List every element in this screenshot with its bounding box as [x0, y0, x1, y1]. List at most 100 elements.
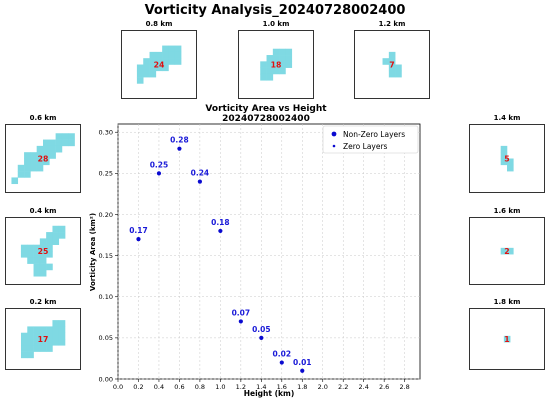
data-point: [218, 228, 223, 234]
data-label: 0.01: [293, 358, 312, 367]
vorticity-cell: [507, 247, 514, 255]
x-tick-label: 2.0: [318, 383, 328, 391]
vorticity-cell: [143, 70, 150, 78]
vorticity-cell: [46, 244, 53, 252]
vorticity-cell: [52, 232, 60, 239]
vorticity-cell: [43, 145, 50, 153]
legend: Non-Zero Layers Zero Layers: [322, 125, 419, 154]
vorticity-cell: [155, 58, 163, 65]
vorticity-cell: [27, 332, 34, 340]
layer-height-label: 1.4 km: [493, 114, 521, 122]
y-tick-label: 0.15: [99, 252, 113, 260]
vorticity-cell: [46, 263, 53, 271]
y-tick-label: 0.00: [99, 375, 113, 383]
cell-count-label: 1: [504, 335, 509, 344]
layer-panel-1.0km: 1.0 km 18: [238, 20, 314, 99]
layer-panel-0.8km: 0.8 km 24: [121, 20, 197, 99]
vorticity-cell: [143, 58, 150, 65]
data-point: [259, 335, 264, 340]
vorticity-cell: [507, 158, 514, 166]
vorticity-cell: [46, 232, 53, 239]
data-point: [156, 171, 162, 176]
vorticity-cell: [260, 73, 267, 81]
vorticity-cell: [388, 58, 396, 65]
vorticity-cell: [168, 45, 176, 53]
vorticity-cell: [174, 45, 182, 53]
vorticity-cell: [285, 48, 293, 56]
vorticity-cell: [27, 251, 34, 258]
layer-map: 2: [469, 217, 545, 285]
vorticity-cell: [36, 145, 44, 153]
layer-map: 7: [354, 30, 430, 99]
layer-height-label: 0.4 km: [29, 207, 57, 215]
vorticity-cell: [33, 345, 41, 352]
vorticity-cell: [39, 257, 47, 264]
vorticity-cell: [33, 263, 41, 271]
vorticity-cell: [155, 51, 163, 59]
vorticity-cell: [49, 152, 56, 159]
x-tick-label: 0.6: [174, 383, 184, 391]
page-title: Vorticity Analysis_20240728002400: [144, 3, 406, 18]
cell-count-label: 25: [38, 247, 49, 256]
vorticity-cell: [285, 55, 293, 62]
vorticity-cell: [39, 251, 47, 258]
x-tick-label: 2.2: [338, 383, 348, 391]
vorticity-cell: [36, 158, 44, 166]
vorticity-cell: [36, 152, 44, 159]
vorticity-cell: [33, 244, 41, 252]
vorticity-cell: [58, 225, 66, 233]
vorticity-cell: [39, 332, 47, 340]
cell-count-label: 7: [389, 60, 394, 69]
vorticity-cell: [279, 67, 286, 75]
vorticity-cell: [149, 70, 157, 78]
vorticity-cell: [162, 58, 169, 65]
vorticity-cell: [382, 58, 390, 65]
cell-count-label: 17: [38, 335, 49, 344]
vorticity-cell: [46, 238, 53, 245]
vorticity-cell: [149, 51, 157, 59]
layer-panel-1.2km: 1.2 km 7: [354, 20, 430, 99]
data-point: [197, 179, 202, 184]
vorticity-cell: [500, 152, 508, 159]
vorticity-cell: [39, 326, 47, 333]
vorticity-cell: [168, 51, 176, 59]
vorticity-cell: [20, 339, 28, 346]
vorticity-cell: [162, 45, 169, 53]
vorticity-cell: [272, 48, 280, 56]
layer-map: 1: [469, 308, 545, 370]
vorticity-cell: [24, 152, 31, 159]
data-label: 0.28: [170, 136, 189, 145]
data-label: 0.02: [273, 350, 292, 359]
x-tick-label: 1.2: [236, 383, 246, 391]
vorticity-cell: [174, 58, 182, 65]
vorticity-cell: [55, 133, 63, 140]
vorticity-cell: [136, 64, 144, 72]
vorticity-cell: [43, 158, 50, 166]
vorticity-cell: [162, 51, 169, 59]
vorticity-cell: [279, 48, 286, 56]
vorticity-cell: [39, 339, 47, 346]
vorticity-cell: [136, 70, 144, 78]
vorticity-cell: [58, 339, 66, 346]
layer-height-label: 1.6 km: [493, 207, 521, 215]
vorticity-cell: [58, 320, 66, 327]
y-tick-label: 0.05: [99, 334, 113, 342]
vorticity-cell: [52, 326, 60, 333]
legend-label-zero: Zero Layers: [343, 142, 388, 151]
cell-count-label: 5: [504, 154, 509, 163]
grid: [117, 124, 420, 380]
layer-panel-1.6km: 1.6 km 2: [469, 207, 545, 285]
data-point: [238, 319, 243, 324]
vorticity-cell: [58, 232, 66, 239]
vorticity-cell: [279, 61, 286, 68]
vorticity-cell: [266, 55, 274, 62]
layer-panel-1.4km: 1.4 km 5: [469, 114, 545, 193]
vorticity-cell: [279, 55, 286, 62]
vorticity-cell: [266, 73, 274, 81]
vorticity-cell: [272, 55, 280, 62]
vorticity-cell: [58, 326, 66, 333]
vorticity-cell: [55, 139, 63, 147]
vorticity-cell: [30, 158, 37, 166]
vorticity-cell: [388, 51, 396, 59]
vorticity-cell: [61, 139, 69, 147]
